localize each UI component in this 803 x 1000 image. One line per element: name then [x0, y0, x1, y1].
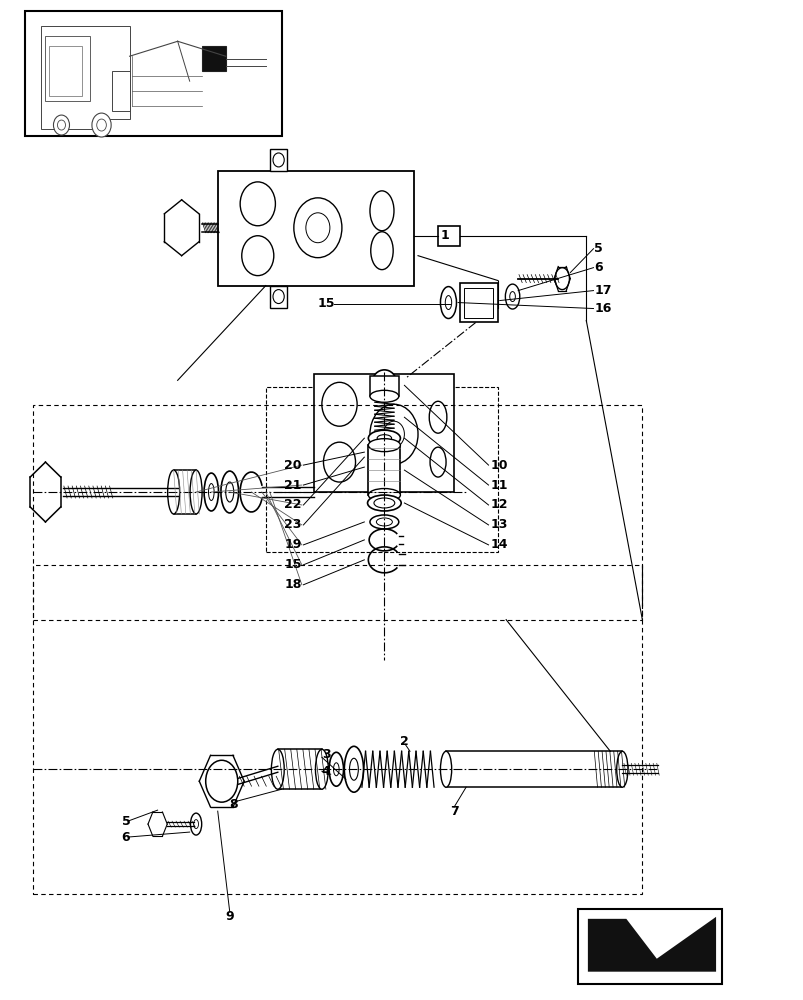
Circle shape: [321, 382, 357, 426]
Text: 5: 5: [121, 815, 130, 828]
Ellipse shape: [368, 430, 400, 446]
Text: 15: 15: [317, 297, 335, 310]
Ellipse shape: [367, 495, 401, 511]
Text: 6: 6: [121, 831, 130, 844]
Bar: [270, 286, 287, 308]
Circle shape: [273, 153, 284, 167]
Ellipse shape: [368, 489, 400, 501]
Circle shape: [242, 236, 274, 276]
Bar: [173, 470, 196, 514]
Text: 20: 20: [284, 459, 301, 472]
Bar: [34, 405, 642, 620]
Ellipse shape: [328, 752, 343, 786]
Circle shape: [96, 119, 106, 131]
Ellipse shape: [369, 515, 398, 529]
Circle shape: [57, 120, 65, 130]
Polygon shape: [587, 917, 715, 972]
Ellipse shape: [440, 751, 451, 787]
Bar: [26, 11, 282, 136]
Circle shape: [305, 213, 329, 243]
Ellipse shape: [440, 287, 456, 319]
Text: 1: 1: [440, 229, 449, 242]
Text: 22: 22: [284, 498, 301, 511]
Ellipse shape: [370, 232, 393, 270]
Bar: [438, 226, 460, 246]
Text: 2: 2: [400, 735, 409, 748]
Text: 14: 14: [490, 538, 507, 551]
Bar: [368, 445, 400, 495]
Bar: [46, 36, 89, 101]
Text: 12: 12: [490, 498, 507, 511]
Text: 11: 11: [490, 479, 507, 492]
Ellipse shape: [226, 482, 234, 502]
Circle shape: [383, 421, 404, 447]
Ellipse shape: [194, 820, 198, 829]
Ellipse shape: [616, 751, 627, 787]
Ellipse shape: [445, 296, 451, 310]
Ellipse shape: [221, 471, 238, 513]
Text: 13: 13: [490, 518, 507, 531]
Bar: [577, 909, 722, 984]
Bar: [112, 71, 129, 111]
Bar: [266, 387, 498, 552]
Ellipse shape: [369, 191, 393, 231]
Ellipse shape: [430, 447, 446, 477]
Ellipse shape: [271, 749, 284, 789]
Bar: [50, 46, 81, 96]
Bar: [464, 288, 493, 318]
Text: 16: 16: [593, 302, 611, 315]
Text: 7: 7: [450, 805, 459, 818]
Text: 6: 6: [593, 261, 602, 274]
Ellipse shape: [373, 498, 394, 508]
Ellipse shape: [376, 518, 392, 526]
Circle shape: [240, 182, 275, 226]
Ellipse shape: [368, 439, 400, 452]
Circle shape: [92, 113, 111, 137]
Bar: [278, 749, 321, 789]
Ellipse shape: [315, 749, 328, 789]
Bar: [218, 171, 414, 286]
Text: 8: 8: [230, 798, 238, 811]
Ellipse shape: [190, 470, 202, 514]
Ellipse shape: [554, 268, 569, 290]
Text: 15: 15: [284, 558, 301, 571]
Ellipse shape: [344, 746, 363, 792]
Text: 9: 9: [226, 910, 234, 923]
Bar: [313, 374, 454, 492]
Ellipse shape: [208, 484, 214, 500]
Ellipse shape: [168, 470, 179, 514]
Bar: [446, 751, 622, 787]
Ellipse shape: [206, 760, 238, 802]
Ellipse shape: [369, 390, 398, 402]
Circle shape: [273, 290, 284, 304]
Ellipse shape: [377, 435, 391, 442]
Ellipse shape: [349, 758, 358, 780]
Ellipse shape: [372, 370, 396, 395]
Circle shape: [369, 404, 418, 464]
Ellipse shape: [204, 473, 218, 511]
Bar: [34, 565, 642, 894]
Ellipse shape: [429, 401, 446, 433]
Ellipse shape: [333, 763, 339, 776]
Text: 4: 4: [321, 765, 330, 778]
Text: 21: 21: [284, 479, 301, 492]
Text: 3: 3: [321, 748, 330, 761]
Circle shape: [293, 198, 341, 258]
Bar: [202, 46, 226, 71]
Text: 5: 5: [593, 242, 602, 255]
Text: 17: 17: [593, 284, 611, 297]
Ellipse shape: [509, 292, 515, 302]
Bar: [270, 149, 287, 171]
Ellipse shape: [505, 284, 519, 309]
Text: 10: 10: [490, 459, 507, 472]
Text: 18: 18: [284, 578, 301, 591]
Circle shape: [54, 115, 69, 135]
Text: 23: 23: [284, 518, 301, 531]
Circle shape: [323, 442, 355, 482]
Bar: [459, 283, 498, 322]
Text: 19: 19: [284, 538, 301, 551]
Bar: [369, 376, 398, 396]
Ellipse shape: [190, 813, 202, 835]
